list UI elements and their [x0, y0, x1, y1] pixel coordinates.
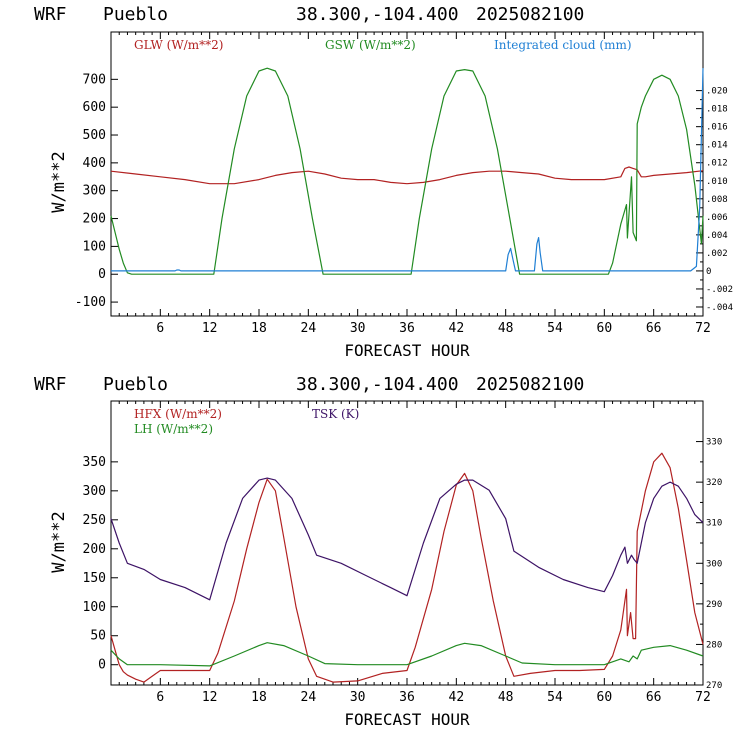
- y-tick-label: 300: [83, 484, 106, 499]
- y-tick-label: -100: [75, 295, 106, 310]
- x-tick-label: 48: [498, 690, 514, 705]
- y-tick-label: 400: [83, 156, 106, 171]
- chart-1: WRF Pueblo 38.300,-104.400 2025082100 GL…: [34, 4, 733, 360]
- x-tick-label: 12: [202, 321, 218, 336]
- chart-1-legend-glw: GLW (W/m**2): [134, 38, 223, 52]
- chart-1-header-location: Pueblo: [103, 4, 168, 25]
- chart-1-legend-gsw: GSW (W/m**2): [325, 38, 416, 52]
- chart-2-x-axis-label: FORECAST HOUR: [344, 710, 470, 729]
- x-tick-label: 54: [547, 690, 563, 705]
- x-tick-label: 72: [695, 690, 711, 705]
- right-tick-label: 0: [706, 267, 711, 277]
- right-tick-label: 280: [706, 640, 722, 650]
- y-tick-label: 250: [83, 513, 106, 528]
- right-tick-label: .002: [706, 249, 728, 259]
- right-tick-label: .020: [706, 87, 728, 97]
- series-gsw-line: [110, 67, 704, 275]
- y-tick-label: 100: [83, 239, 106, 254]
- x-tick-label: 6: [156, 690, 164, 705]
- series-integrated-line: [111, 68, 704, 272]
- right-tick-label: .010: [706, 177, 728, 187]
- chart-2-header-location: Pueblo: [103, 374, 168, 395]
- x-tick-label: 18: [251, 321, 267, 336]
- chart-1-header-coords: 38.300,-104.400: [296, 4, 459, 25]
- x-tick-label: 60: [597, 690, 613, 705]
- right-tick-label: 270: [706, 681, 722, 691]
- y-tick-label: 300: [83, 184, 106, 199]
- x-tick-label: 42: [449, 321, 465, 336]
- right-tick-label: .008: [706, 195, 728, 205]
- chart-2-header-coords: 38.300,-104.400: [296, 374, 459, 395]
- right-tick-label: .018: [706, 105, 728, 115]
- y-tick-label: 350: [83, 455, 106, 470]
- right-tick-label: .012: [706, 159, 728, 169]
- x-tick-label: 42: [449, 690, 465, 705]
- x-tick-label: 66: [646, 690, 662, 705]
- x-tick-label: 30: [350, 321, 366, 336]
- chart-1-legend-cloud: Integrated cloud (mm): [494, 38, 632, 52]
- y-tick-label: 200: [83, 212, 106, 227]
- x-tick-label: 36: [399, 321, 415, 336]
- chart-2-legend-tsk: TSK (K): [312, 407, 359, 421]
- x-tick-label: 66: [646, 321, 662, 336]
- chart-1-plot-frame: [110, 31, 704, 317]
- right-tick-label: 320: [706, 478, 722, 488]
- chart-2-plot-frame: [110, 400, 704, 686]
- right-tick-label: .014: [706, 141, 728, 151]
- x-tick-label: 30: [350, 690, 366, 705]
- chart-2-header-model: WRF: [34, 374, 67, 395]
- chart-2-y-axis-label: W/m**2: [49, 511, 69, 572]
- chart-2-header-init: 2025082100: [476, 374, 584, 395]
- y-tick-label: 50: [90, 629, 106, 644]
- x-tick-label: 18: [251, 690, 267, 705]
- right-tick-label: .006: [706, 213, 728, 223]
- chart-1-header-model: WRF: [34, 4, 67, 25]
- y-tick-label: 600: [83, 100, 106, 115]
- x-tick-label: 54: [547, 321, 563, 336]
- x-tick-label: 6: [156, 321, 164, 336]
- series-lh-line: [110, 642, 704, 667]
- chart-1-x-axis-label: FORECAST HOUR: [344, 341, 470, 360]
- right-tick-label: 310: [706, 519, 722, 529]
- series-tsk-line: [110, 477, 704, 601]
- right-tick-label: -.002: [706, 285, 733, 295]
- x-tick-label: 12: [202, 690, 218, 705]
- right-tick-label: -.004: [706, 303, 733, 313]
- chart-2: WRF Pueblo 38.300,-104.400 2025082100 HF…: [34, 374, 722, 729]
- y-tick-label: 500: [83, 128, 106, 143]
- y-tick-label: 100: [83, 600, 106, 615]
- y-tick-label: 200: [83, 542, 106, 557]
- chart-2-legend-hfx: HFX (W/m**2): [134, 407, 222, 421]
- x-tick-label: 60: [597, 321, 613, 336]
- x-tick-label: 72: [695, 321, 711, 336]
- y-tick-label: 0: [98, 658, 106, 673]
- y-tick-label: 0: [98, 267, 106, 282]
- y-tick-label: 700: [83, 72, 106, 87]
- y-tick-label: 150: [83, 571, 106, 586]
- right-tick-label: 290: [706, 600, 722, 610]
- x-tick-label: 36: [399, 690, 415, 705]
- right-tick-label: 300: [706, 559, 722, 569]
- right-tick-label: .004: [706, 231, 728, 241]
- x-tick-label: 24: [301, 690, 317, 705]
- chart-1-y-axis-label: W/m**2: [49, 151, 69, 212]
- right-tick-label: .016: [706, 123, 728, 133]
- chart-1-header-init: 2025082100: [476, 4, 584, 25]
- series-glw-line: [110, 166, 704, 185]
- series-hfx-line: [110, 452, 704, 683]
- x-tick-label: 48: [498, 321, 514, 336]
- chart-2-legend-lh: LH (W/m**2): [134, 422, 213, 436]
- right-tick-label: 330: [706, 438, 722, 448]
- x-tick-label: 24: [301, 321, 317, 336]
